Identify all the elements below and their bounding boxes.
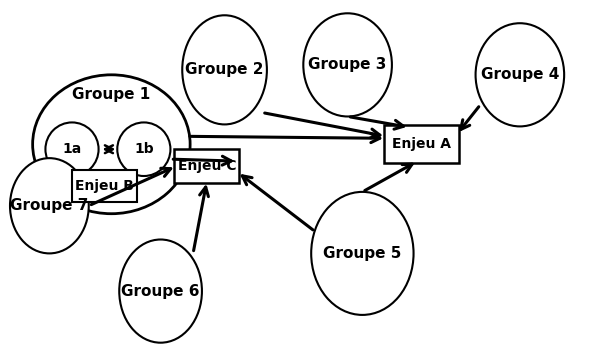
Ellipse shape [46, 122, 98, 176]
Ellipse shape [119, 240, 202, 343]
Ellipse shape [10, 158, 89, 253]
Text: Enjeu C: Enjeu C [178, 159, 236, 173]
Text: Groupe 5: Groupe 5 [323, 246, 401, 261]
Text: Groupe 1: Groupe 1 [72, 87, 151, 102]
Text: Enjeu A: Enjeu A [392, 137, 451, 151]
FancyBboxPatch shape [175, 149, 239, 183]
Ellipse shape [304, 13, 392, 116]
Ellipse shape [32, 75, 190, 214]
Text: Groupe 4: Groupe 4 [481, 67, 559, 82]
Text: Groupe 6: Groupe 6 [121, 284, 200, 298]
Text: 1a: 1a [62, 142, 82, 156]
Ellipse shape [476, 23, 564, 126]
Ellipse shape [117, 122, 170, 176]
FancyBboxPatch shape [384, 125, 459, 163]
Ellipse shape [311, 192, 413, 315]
Text: 1b: 1b [134, 142, 154, 156]
Text: Groupe 2: Groupe 2 [185, 62, 264, 77]
Text: Groupe 7: Groupe 7 [10, 198, 89, 213]
FancyBboxPatch shape [72, 170, 137, 202]
Ellipse shape [182, 15, 267, 124]
Text: Groupe 3: Groupe 3 [308, 57, 387, 72]
Text: Enjeu B: Enjeu B [75, 179, 134, 193]
